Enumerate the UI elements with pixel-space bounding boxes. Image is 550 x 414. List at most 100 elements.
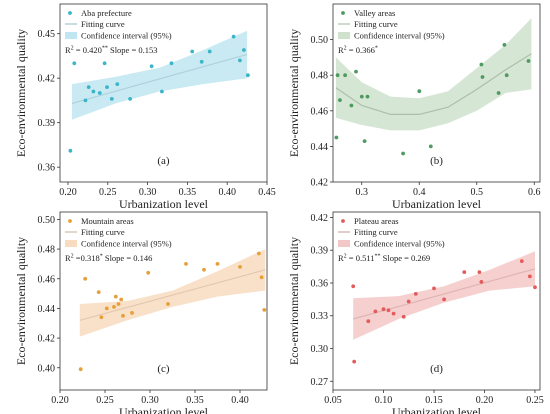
x-tick-label: 0.25 (99, 187, 117, 198)
y-tick-label: 0.48 (38, 245, 56, 256)
data-point (184, 262, 188, 266)
panel-b: 0.3 0.4 0.5 0.6 0.42 0.44 0.46 0.48 0.50 Urbaniza… (287, 3, 541, 211)
y-tick-label: 0.36 (38, 163, 56, 174)
x-tick-label: 0.35 (186, 395, 204, 406)
stat-r-label: R (338, 45, 344, 55)
x-tick-label: 0.3 (356, 187, 369, 198)
data-point (202, 267, 206, 272)
data-point (462, 270, 467, 274)
data-point (338, 98, 342, 102)
x-axis-label: Urbanization level (392, 405, 482, 414)
stat-significance: ** (102, 46, 108, 52)
x-tick-label: 0.20 (59, 187, 77, 198)
confidence-band (71, 30, 248, 120)
panel-letter: (b) (430, 155, 443, 167)
data-point (207, 49, 212, 54)
legend-marker-points (68, 219, 72, 223)
stat-r-sup: 2 (71, 46, 74, 52)
data-point (169, 61, 174, 66)
data-point (242, 48, 246, 52)
y-axis-label: Eco-environmental quality (14, 29, 28, 157)
data-point (401, 151, 405, 156)
data-point (381, 307, 386, 312)
x-tick-label: 0.30 (139, 187, 157, 198)
y-tick-label: 0.39 (311, 246, 329, 257)
data-point (128, 97, 133, 101)
stat-significance: * (100, 254, 103, 260)
x-tick-label: 0.4 (413, 187, 426, 198)
y-tick-label: 0.42 (311, 178, 329, 189)
x-axis-label: Urbanization level (119, 197, 209, 211)
data-point (166, 302, 170, 306)
data-point (502, 43, 507, 47)
y-tick-label: 0.40 (38, 363, 56, 374)
data-point (113, 294, 118, 299)
x-tick-label: 0.20 (51, 395, 69, 406)
x-axis-label: Urbanization level (392, 197, 482, 211)
stat-significance: * (375, 46, 378, 52)
legend-label-band: Confidence interval (95%) (81, 239, 172, 249)
x-tick-label: 0.25 (526, 395, 544, 406)
data-point (442, 297, 446, 302)
y-tick-label: 0.42 (38, 74, 56, 85)
stat-r2-value: =0.318 (74, 253, 100, 263)
y-tick-label: 0.50 (311, 35, 329, 46)
plot-frame (332, 3, 541, 183)
data-point (526, 59, 531, 63)
x-tick-label: 0.15 (425, 395, 443, 406)
fitting-curve (79, 269, 266, 321)
y-tick-label: 0.44 (311, 142, 329, 153)
data-point (119, 297, 124, 302)
stat-annotation: R2 =0.318* Slope = 0.146 (65, 253, 152, 263)
x-tick-label: 0.5 (471, 187, 484, 198)
data-point (215, 262, 220, 266)
stat-r2-value: = 0.511 (347, 253, 375, 263)
y-tick-label: 0.46 (311, 106, 329, 117)
x-tick-label: 0.45 (258, 187, 276, 198)
data-point (199, 59, 204, 64)
legend-marker-band (338, 240, 350, 247)
data-point (97, 91, 102, 95)
data-point (72, 61, 77, 66)
x-tick-label: 0.40 (231, 395, 249, 406)
stat-slope: Slope = 0.153 (108, 45, 158, 55)
data-point (91, 89, 96, 94)
y-tick-label: 0.46 (38, 274, 56, 285)
confidence-band (335, 18, 532, 131)
data-point (365, 94, 370, 99)
confidence-band (353, 251, 535, 340)
y-tick-label: 0.48 (311, 71, 329, 82)
stat-r-label: R (65, 45, 71, 55)
x-tick-label: 0.05 (324, 395, 342, 406)
panel-letter: (a) (157, 155, 170, 167)
legend-label-band: Confidence interval (95%) (354, 31, 445, 41)
legend-label-fit: Fitting curve (354, 227, 398, 237)
y-tick-label: 0.33 (311, 311, 329, 322)
stat-r-sup: 2 (344, 254, 347, 260)
data-point (96, 290, 101, 294)
stat-annotation: R2 = 0.420** Slope = 0.153 (65, 45, 158, 55)
data-point (479, 62, 484, 67)
data-point (121, 313, 125, 318)
panel-a: 0.20 0.25 0.30 0.35 0.40 0.45 0.36 0.39 0.42 0.45… (14, 3, 276, 211)
stat-r-label: R (338, 253, 344, 263)
data-point (78, 367, 83, 372)
plot-frame (59, 211, 268, 391)
y-tick-label: 0.39 (38, 118, 56, 129)
data-point (417, 89, 422, 94)
y-tick-label: 0.30 (311, 344, 329, 355)
stat-slope: Slope = 0.269 (381, 253, 431, 263)
data-point (130, 311, 134, 315)
stat-annotation: R2 = 0.511** Slope = 0.269 (338, 253, 430, 263)
data-point (480, 75, 485, 79)
data-point (359, 94, 364, 99)
data-point (413, 292, 418, 296)
legend-label-fit: Fitting curve (81, 227, 125, 237)
stat-r2-value: = 0.420 (74, 45, 102, 55)
data-point (104, 306, 109, 311)
